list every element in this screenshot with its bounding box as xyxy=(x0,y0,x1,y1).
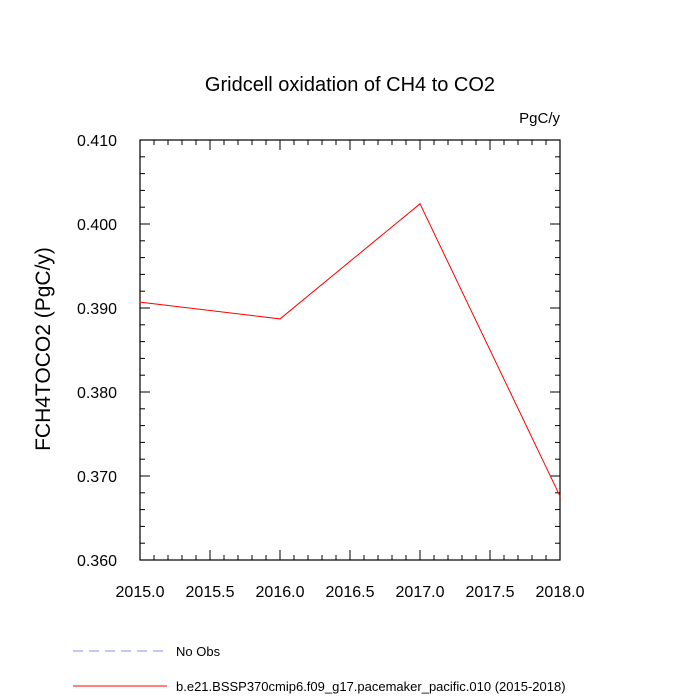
x-tick-label: 2015.0 xyxy=(116,584,165,601)
y-tick-label: 0.370 xyxy=(77,469,117,486)
units-label: PgC/y xyxy=(519,110,560,127)
y-tick-label: 0.400 xyxy=(77,217,117,234)
data-point xyxy=(559,495,561,497)
x-tick-label: 2017.0 xyxy=(396,584,445,601)
data-point xyxy=(419,203,421,205)
x-tick-label: 2016.5 xyxy=(326,584,375,601)
y-tick-label: 0.360 xyxy=(77,553,117,570)
chart-title: Gridcell oxidation of CH4 to CO2 xyxy=(205,74,495,96)
legend-label: b.e21.BSSP370cmip6.f09_g17.pacemaker_pac… xyxy=(176,679,566,694)
legend-label: No Obs xyxy=(176,644,221,659)
data-point xyxy=(279,318,281,320)
data-point xyxy=(139,301,141,303)
plot-frame xyxy=(139,139,561,561)
x-tick-label: 2016.0 xyxy=(256,584,305,601)
y-tick-label: 0.380 xyxy=(77,385,117,402)
series-line xyxy=(139,203,561,497)
y-tick-label: 0.390 xyxy=(77,301,117,318)
y-tick-label: 0.410 xyxy=(77,133,117,150)
x-tick-label: 2015.5 xyxy=(186,584,235,601)
x-tick-label: 2018.0 xyxy=(536,584,585,601)
x-tick-label: 2017.5 xyxy=(466,584,515,601)
y-axis-label: FCH4TOCO2 (PgC/y) xyxy=(32,247,55,451)
